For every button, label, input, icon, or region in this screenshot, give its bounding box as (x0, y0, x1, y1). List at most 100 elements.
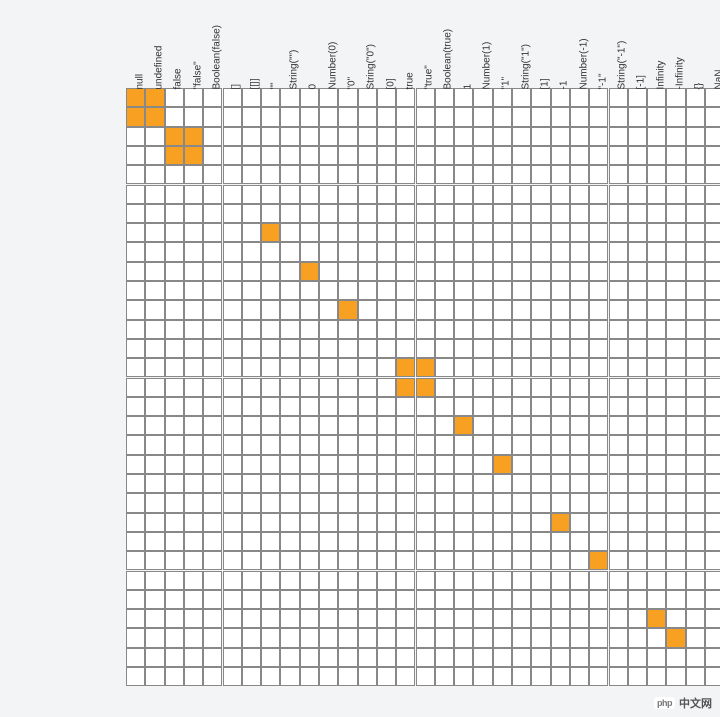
matrix-cell (570, 628, 589, 647)
matrix-cell (589, 320, 608, 339)
matrix-cell (223, 339, 242, 358)
matrix-cell (493, 223, 512, 242)
matrix-cell (126, 185, 145, 204)
column-label: String("-1") (617, 41, 628, 90)
matrix-cell (628, 320, 647, 339)
matrix-cell (203, 146, 222, 165)
matrix-cell (145, 648, 164, 667)
matrix-cell (551, 146, 570, 165)
matrix-cell (319, 590, 338, 609)
matrix-cell (589, 571, 608, 590)
matrix-cell (145, 88, 164, 107)
matrix-cell (570, 242, 589, 261)
matrix-cell (628, 378, 647, 397)
matrix-cell (551, 513, 570, 532)
matrix-cell (338, 609, 357, 628)
matrix-cell (628, 416, 647, 435)
matrix-cell (628, 127, 647, 146)
matrix-cell (280, 455, 299, 474)
matrix-cell (686, 107, 705, 126)
matrix-cell (473, 262, 492, 281)
matrix-cell (358, 571, 377, 590)
matrix-cell (416, 416, 435, 435)
matrix-cell (145, 571, 164, 590)
matrix-cell (493, 165, 512, 184)
matrix-cell (686, 474, 705, 493)
matrix-cell (377, 435, 396, 454)
matrix-cell (647, 88, 666, 107)
matrix-cell (493, 146, 512, 165)
matrix-cell (570, 455, 589, 474)
matrix-cell (261, 281, 280, 300)
matrix-cell (165, 493, 184, 512)
matrix-cell (126, 455, 145, 474)
matrix-cell (165, 300, 184, 319)
matrix-cell (126, 551, 145, 570)
matrix-cell (493, 242, 512, 261)
matrix-cell (338, 455, 357, 474)
matrix-cell (647, 455, 666, 474)
matrix-cell (126, 435, 145, 454)
matrix-cell (686, 262, 705, 281)
matrix-cell (319, 628, 338, 647)
matrix-cell (609, 435, 628, 454)
matrix-cell (358, 242, 377, 261)
matrix-cell (416, 609, 435, 628)
matrix-cell (551, 127, 570, 146)
column-label: "1" (501, 77, 512, 90)
matrix-cell (435, 165, 454, 184)
matrix-cell (184, 455, 203, 474)
matrix-cell (358, 107, 377, 126)
matrix-cell (184, 223, 203, 242)
matrix-cell (589, 107, 608, 126)
matrix-cell (280, 204, 299, 223)
matrix-cell (666, 165, 685, 184)
matrix-cell (396, 493, 415, 512)
matrix-cell (280, 146, 299, 165)
matrix-cell (512, 628, 531, 647)
matrix-cell (377, 107, 396, 126)
matrix-cell (686, 455, 705, 474)
column-label: [1] (539, 78, 550, 89)
matrix-cell (165, 358, 184, 377)
matrix-cell (184, 532, 203, 551)
matrix-cell (512, 590, 531, 609)
column-label: [0] (385, 78, 396, 89)
matrix-cell (377, 648, 396, 667)
matrix-cell (551, 609, 570, 628)
matrix-cell (223, 667, 242, 686)
matrix-cell (570, 185, 589, 204)
matrix-cell (647, 223, 666, 242)
matrix-cell (377, 513, 396, 532)
matrix-cell (589, 165, 608, 184)
matrix-cell (647, 107, 666, 126)
matrix-cell (705, 590, 720, 609)
matrix-cell (589, 223, 608, 242)
matrix-cell (223, 648, 242, 667)
matrix-cell (686, 590, 705, 609)
column-label: Number(1) (482, 42, 493, 90)
matrix-cell (184, 300, 203, 319)
matrix-cell (223, 378, 242, 397)
matrix-cell (165, 165, 184, 184)
matrix-cell (300, 397, 319, 416)
matrix-cell (145, 416, 164, 435)
matrix-cell (570, 416, 589, 435)
matrix-cell (454, 416, 473, 435)
matrix-cell (454, 204, 473, 223)
matrix-cell (377, 532, 396, 551)
matrix-cell (473, 648, 492, 667)
matrix-cell (145, 320, 164, 339)
matrix-cell (165, 378, 184, 397)
matrix-cell (300, 474, 319, 493)
matrix-cell (493, 339, 512, 358)
column-label: Boolean(true) (443, 29, 454, 90)
matrix-cell (319, 127, 338, 146)
matrix-cell (647, 378, 666, 397)
matrix-cell (203, 474, 222, 493)
matrix-cell (396, 88, 415, 107)
matrix-cell (473, 513, 492, 532)
matrix-cell (435, 416, 454, 435)
matrix-cell (261, 590, 280, 609)
matrix-cell (165, 571, 184, 590)
